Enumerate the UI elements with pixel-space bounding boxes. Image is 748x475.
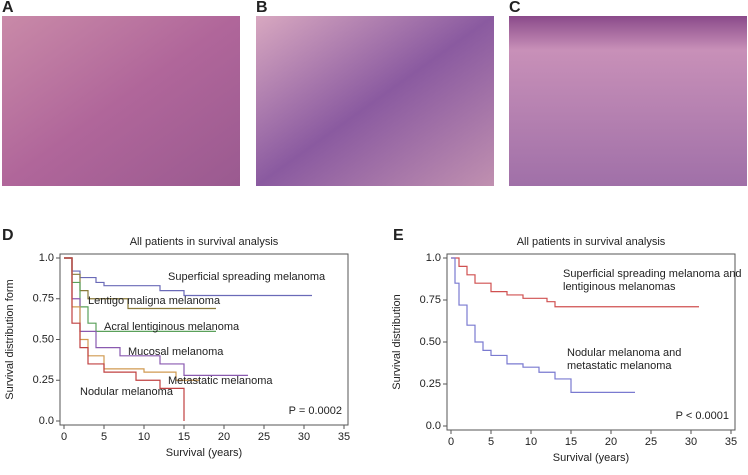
y-tick-label: 0.75 <box>33 293 54 305</box>
x-tick-label: 0 <box>448 436 454 448</box>
x-tick-label: 30 <box>685 436 697 448</box>
y-tick-label: 0.0 <box>39 415 54 427</box>
micrograph <box>509 16 747 186</box>
x-tick-label: 5 <box>101 431 107 443</box>
x-tick-label: 35 <box>338 431 350 443</box>
series-label: Superficial spreading melanoma <box>168 270 326 283</box>
survival-curve <box>451 257 699 308</box>
x-tick-label: 10 <box>138 431 150 443</box>
x-tick-label: 25 <box>258 431 270 443</box>
series-label: Superficial spreading melanoma and lenti… <box>563 267 742 293</box>
y-tick-label: 0.25 <box>33 374 54 386</box>
x-axis-label: Survival (years) <box>166 447 242 459</box>
y-tick-label: 1.0 <box>426 252 441 264</box>
x-tick-label: 30 <box>298 431 310 443</box>
x-tick-label: 15 <box>565 436 577 448</box>
y-tick-label: 0.50 <box>33 333 54 345</box>
panel-label: B <box>256 0 268 16</box>
x-tick-label: 20 <box>218 431 230 443</box>
x-tick-label: 15 <box>178 431 190 443</box>
series-label: Nodular melanoma <box>80 386 173 399</box>
x-tick-label: 5 <box>488 436 494 448</box>
series-label: Mucosal melanoma <box>128 345 224 358</box>
survival-curve <box>451 257 635 393</box>
p-value: P < 0.0001 <box>676 410 729 422</box>
survival-curve <box>64 257 200 381</box>
panel-label: A <box>2 0 14 16</box>
survival-curve <box>64 257 248 376</box>
p-value: P = 0.0002 <box>289 405 342 417</box>
y-tick-label: 0.25 <box>420 378 441 390</box>
series-label: Acral lentiginous melanoma <box>104 321 240 334</box>
y-axis-label: Survival distribution <box>391 294 403 389</box>
panel-label: E <box>393 227 404 244</box>
x-axis-label: Survival (years) <box>553 452 629 464</box>
y-tick-label: 0.50 <box>420 336 441 348</box>
y-tick-label: 0.75 <box>420 294 441 306</box>
x-tick-label: 25 <box>645 436 657 448</box>
micrograph <box>2 16 240 186</box>
y-tick-label: 0.0 <box>426 420 441 432</box>
x-tick-label: 10 <box>525 436 537 448</box>
survival-curve <box>64 257 312 297</box>
y-axis-label: Survival distribution form <box>4 279 16 399</box>
panel-label: C <box>509 0 521 16</box>
series-label: Nodular melanoma and metastatic melanoma <box>567 346 682 372</box>
series-label: Metastatic melanoma <box>168 374 273 387</box>
x-tick-label: 20 <box>605 436 617 448</box>
chart-title: All patients in survival analysis <box>130 236 279 248</box>
survival-curve <box>64 257 185 421</box>
micrograph <box>256 16 494 186</box>
panel-label: D <box>2 227 14 244</box>
x-tick-label: 0 <box>61 431 67 443</box>
x-tick-label: 35 <box>725 436 737 448</box>
chart-title: All patients in survival analysis <box>517 236 666 248</box>
y-tick-label: 1.0 <box>39 252 54 264</box>
series-label: Lentigo maligna melanoma <box>88 295 221 307</box>
